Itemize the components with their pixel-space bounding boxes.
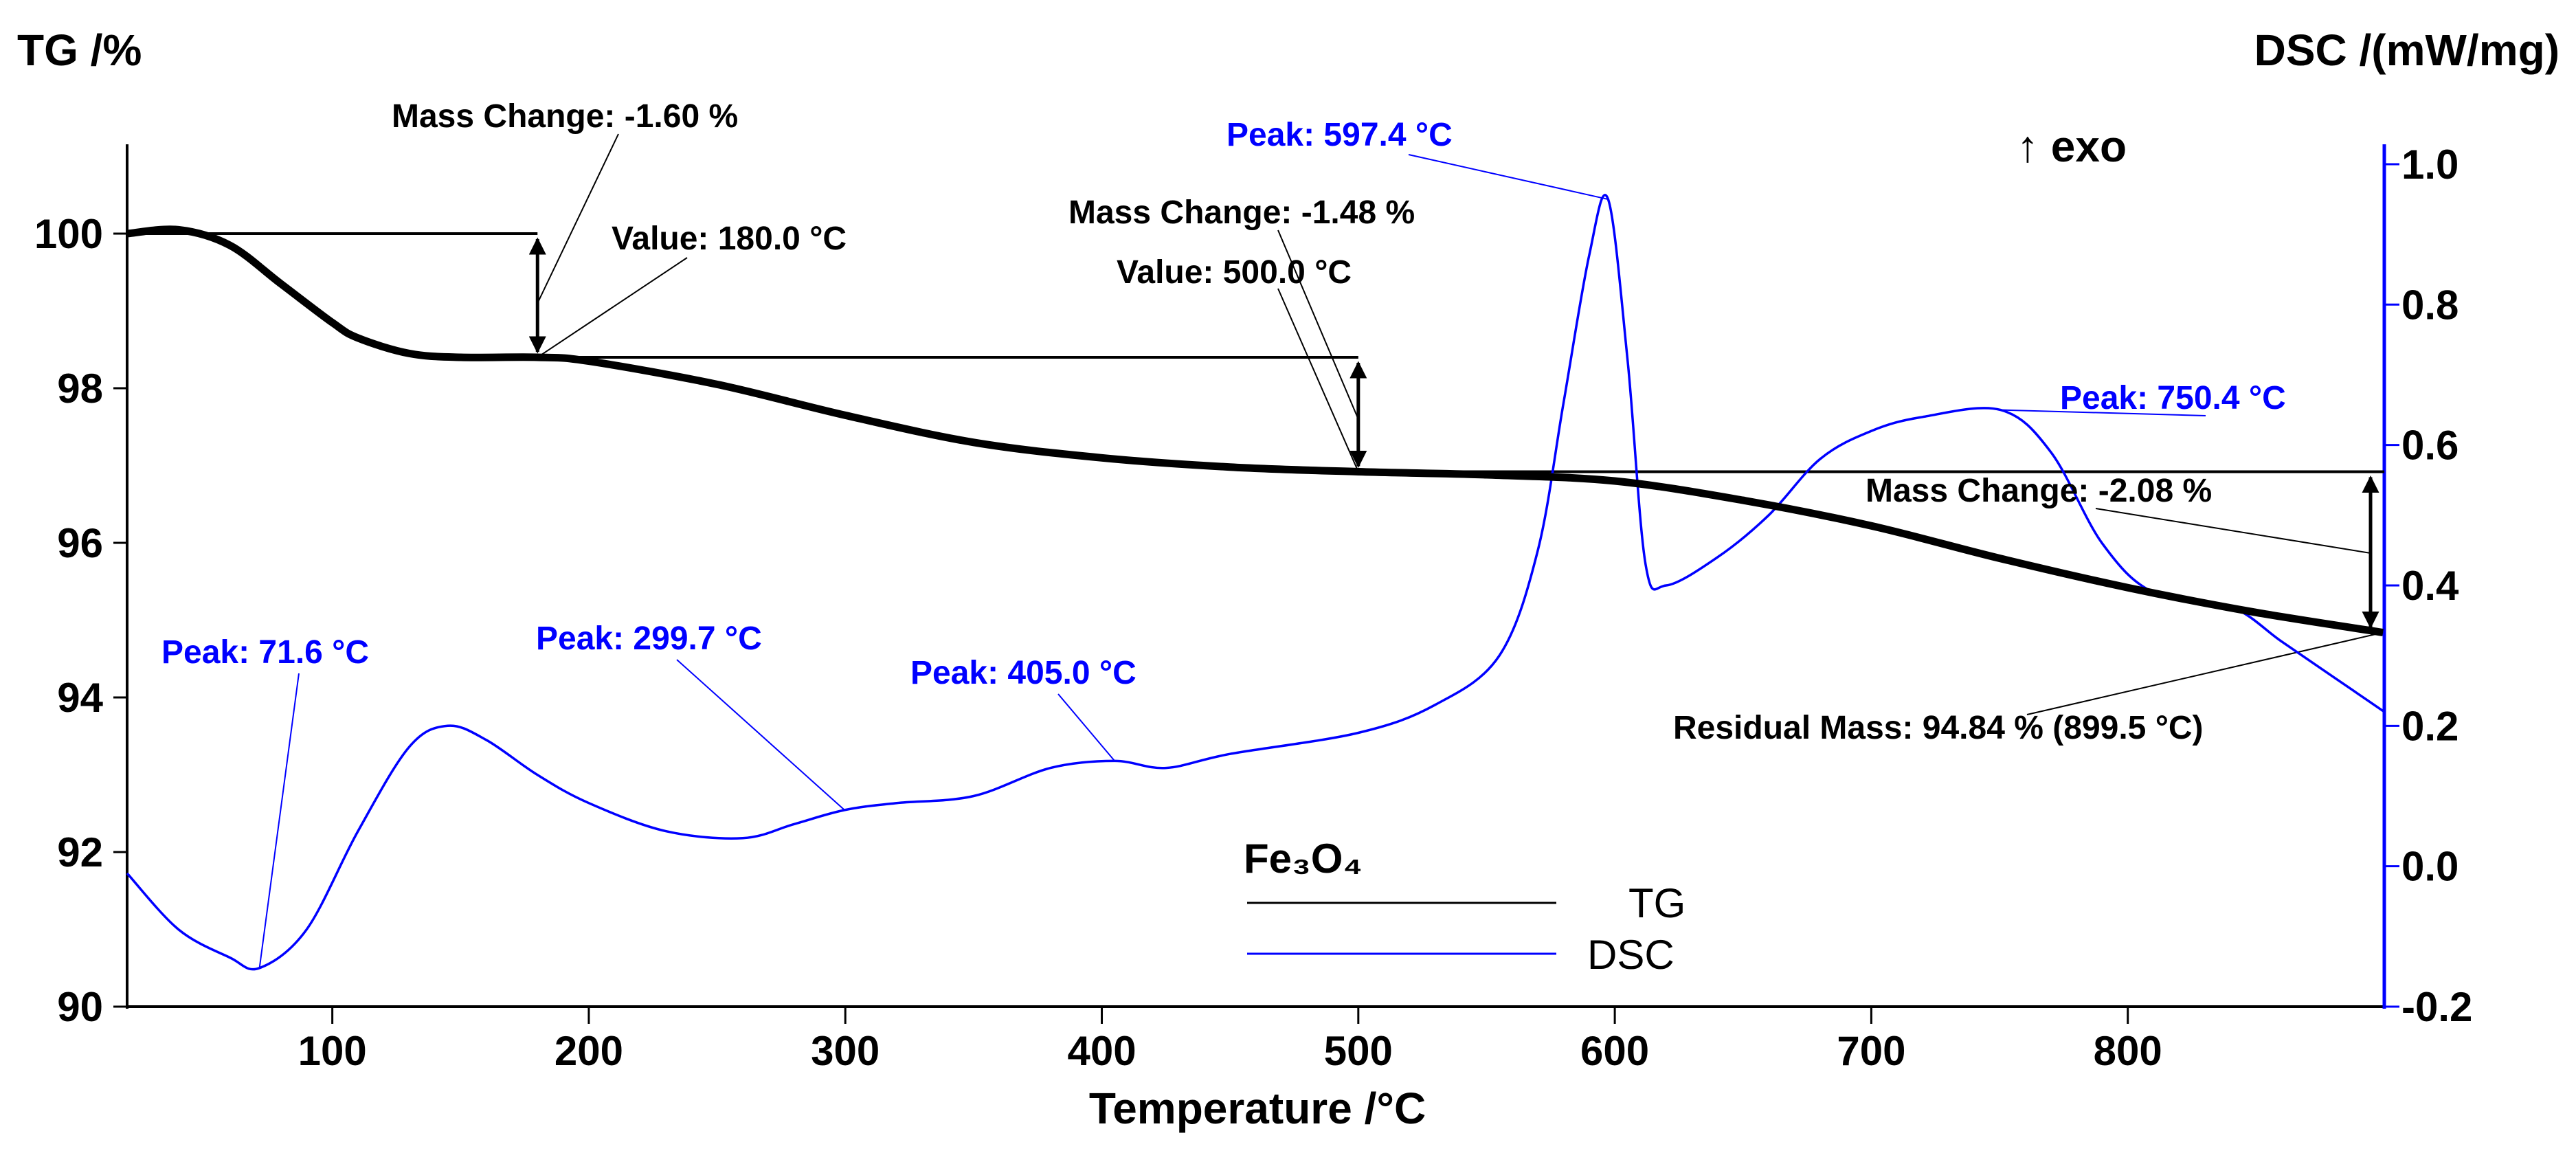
annotation-leader	[1408, 154, 1609, 201]
annotation-label: Mass Change: -1.48 %	[1068, 194, 1415, 231]
annotation-leader	[2026, 631, 2384, 715]
y-right-tick-label: 0.2	[2401, 703, 2459, 749]
annotation-label: Peak: 71.6 °C	[161, 634, 369, 671]
x-axis-title: Temperature /°C	[1089, 1084, 1426, 1133]
x-tick-label: 500	[1324, 1028, 1393, 1074]
y-left-tick-label: 96	[57, 520, 103, 566]
y-right-tick-label: 0.6	[2401, 423, 2459, 469]
y-left-axis-title: TG /%	[17, 25, 142, 75]
annotation-label: Peak: 750.4 °C	[2060, 380, 2286, 416]
x-tick-label: 300	[811, 1028, 880, 1074]
y-right-tick-label: 0.0	[2401, 844, 2459, 890]
annotation-leader	[537, 133, 619, 304]
annotation-leader	[258, 673, 300, 968]
y-right-tick-label: 0.8	[2401, 282, 2459, 328]
annotation-leader	[2095, 508, 2371, 554]
dsc-series-line	[126, 194, 2385, 971]
y-left-tick-label: 92	[57, 829, 103, 875]
annotation-leader	[2000, 409, 2206, 416]
chart-annotations: Mass Change: -1.60 % Value: 180.0 °C Mass …	[161, 98, 2286, 746]
annotation-leader	[676, 659, 845, 811]
annotation-label: Mass Change: -2.08 %	[1866, 473, 2212, 509]
x-tick-label: 700	[1837, 1028, 1905, 1074]
annotation-label: Mass Change: -1.60 %	[392, 98, 738, 135]
annotation-leader	[1277, 288, 1359, 472]
y-right-axis-title: DSC /(mW/mg)	[2254, 25, 2560, 75]
y-left-tick-label: 94	[57, 675, 103, 721]
x-tick-label: 600	[1580, 1028, 1649, 1074]
legend-tg-label: TG	[1628, 880, 1685, 926]
x-tick-label: 200	[555, 1028, 623, 1074]
y-right-axis-ticks: -0.2 0.0 0.2 0.4 0.6 0.8 1.0	[2384, 142, 2472, 1030]
y-right-tick-label: 1.0	[2401, 142, 2459, 188]
annotation-label: Residual Mass: 94.84 % (899.5 °C)	[1673, 710, 2204, 746]
annotation-label: Value: 500.0 °C	[1117, 254, 1352, 291]
y-left-axis-ticks: 90 92 94 96 98 100	[34, 211, 127, 1030]
y-right-tick-label: 0.4	[2401, 563, 2459, 609]
legend: Fe₃O₄ TG DSC	[1244, 836, 1685, 978]
y-left-tick-label: 98	[57, 366, 103, 412]
annotation-label: Value: 180.0 °C	[612, 221, 847, 257]
annotation-leader	[1277, 230, 1359, 420]
x-tick-label: 100	[298, 1028, 367, 1074]
annotation-label: Peak: 405.0 °C	[910, 655, 1136, 691]
tg-series-line	[126, 225, 2384, 636]
annotation-label: Peak: 299.7 °C	[536, 620, 762, 657]
annotation-leader	[537, 257, 688, 358]
x-tick-label: 400	[1067, 1028, 1136, 1074]
legend-sample-label: Fe₃O₄	[1244, 836, 1363, 882]
annotation-label: Peak: 597.4 °C	[1227, 117, 1453, 153]
annotation-leader-lines	[258, 133, 2384, 968]
y-left-tick-label: 100	[34, 211, 103, 257]
y-left-tick-label: 90	[57, 984, 103, 1030]
x-tick-label: 800	[2094, 1028, 2162, 1074]
x-axis-ticks: 100 200 300 400 500 600 700 800	[298, 1007, 2162, 1074]
exo-direction-label: ↑ exo	[2017, 122, 2127, 171]
y-right-tick-label: -0.2	[2401, 984, 2472, 1030]
annotation-leader	[1057, 693, 1115, 762]
legend-dsc-label: DSC	[1587, 932, 1675, 978]
